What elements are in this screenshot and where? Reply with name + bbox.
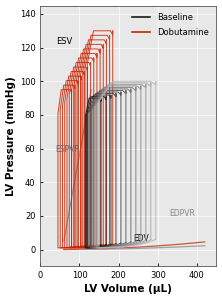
Y-axis label: LV Pressure (mmHg): LV Pressure (mmHg) <box>6 76 16 196</box>
Text: EDPVR: EDPVR <box>169 209 195 218</box>
Text: ESV: ESV <box>56 37 72 46</box>
Text: EDV: EDV <box>133 234 149 243</box>
Legend: Baseline, Dobutamine: Baseline, Dobutamine <box>129 10 212 40</box>
X-axis label: LV Volume (μL): LV Volume (μL) <box>84 284 172 294</box>
Text: ESPVR: ESPVR <box>55 145 80 154</box>
